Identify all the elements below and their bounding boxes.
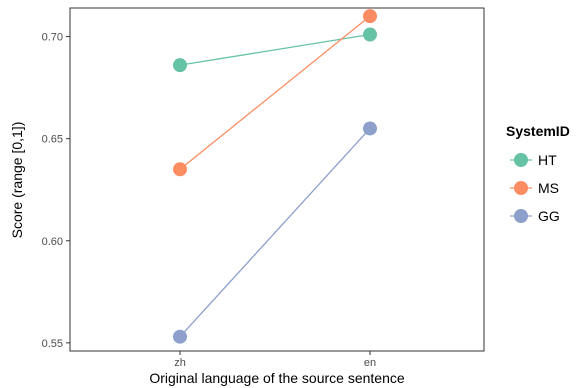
- x-tick-label: en: [364, 357, 376, 369]
- series-line-gg: [179, 128, 371, 338]
- data-point-ms-en: [363, 9, 377, 24]
- y-tick-label: 0.60: [42, 236, 63, 248]
- legend-item-ms: MS: [510, 180, 559, 196]
- y-tick-label: 0.55: [42, 338, 63, 350]
- series-layer: [173, 9, 377, 344]
- y-tick-label: 0.65: [42, 134, 63, 146]
- legend-label: MS: [538, 180, 559, 196]
- x-axis: zh en: [174, 351, 376, 369]
- data-point-gg-en: [363, 121, 377, 136]
- panel-border: [69, 7, 485, 352]
- legend-key-point: [514, 209, 528, 223]
- legend-item-ht: HT: [510, 152, 557, 168]
- legend: SystemID HT MS GG: [506, 123, 570, 224]
- y-axis-title: Score (range [0,1]): [9, 122, 25, 239]
- data-point-ht-zh: [173, 58, 187, 73]
- y-axis: 0.55 0.60 0.65 0.70: [42, 32, 70, 350]
- series-line-ms: [179, 15, 371, 170]
- x-axis-title: Original language of the source sentence: [149, 370, 404, 386]
- legend-label: GG: [538, 208, 560, 224]
- series-line-ht: [179, 33, 371, 66]
- data-point-gg-zh: [173, 329, 187, 344]
- legend-key-point: [514, 181, 528, 195]
- data-point-ms-zh: [173, 162, 187, 177]
- x-tick-label: zh: [174, 357, 186, 369]
- legend-title: SystemID: [506, 123, 570, 139]
- data-point-ht-en: [363, 27, 377, 42]
- legend-item-gg: GG: [510, 208, 560, 224]
- y-tick-label: 0.70: [42, 32, 63, 44]
- legend-label: HT: [538, 152, 557, 168]
- legend-key-point: [514, 153, 528, 167]
